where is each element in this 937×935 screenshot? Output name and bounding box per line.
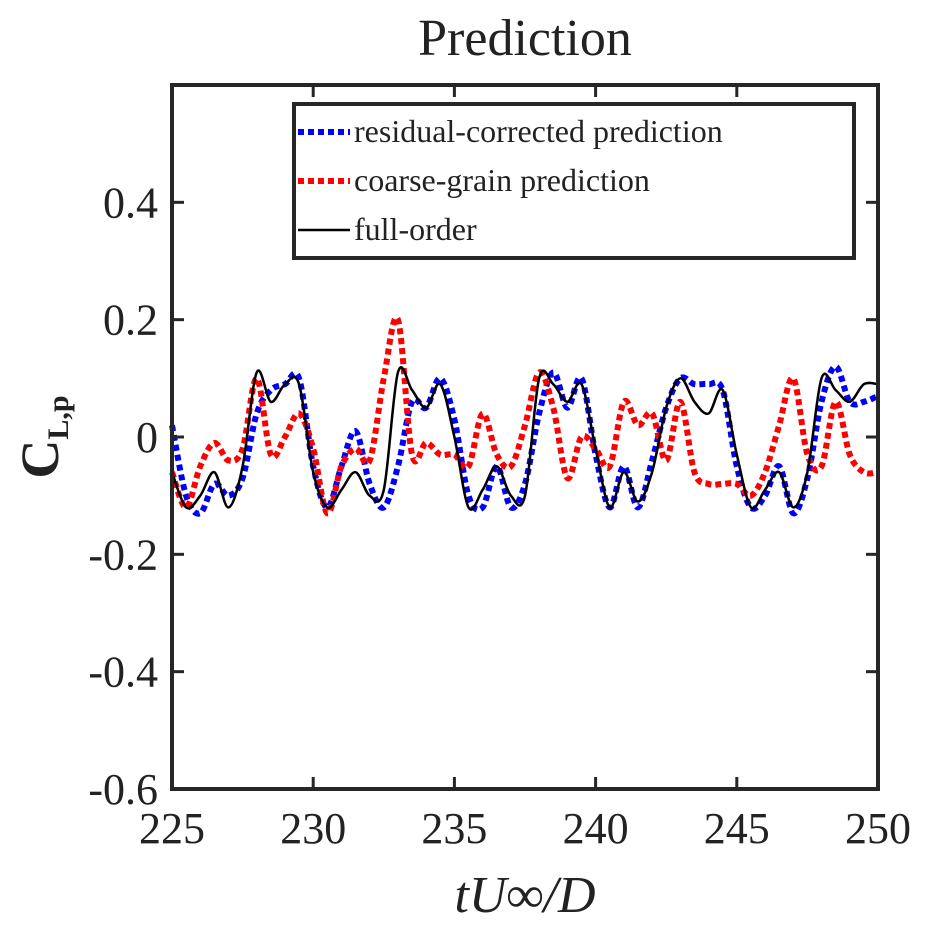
chart-title: Prediction [418, 10, 632, 67]
legend-box [292, 102, 856, 260]
series-layer [169, 314, 880, 517]
ticks-layer: 225 230 235 240 245 250 -0.6 -0.4 -0.2 0 0.2 0.4 [88, 85, 911, 853]
y-tick-label: -0.4 [88, 648, 158, 697]
legend-label-coarse: coarse-grain prediction [354, 162, 650, 198]
series-line-full-order [170, 366, 879, 511]
y-tick-label: 0.2 [103, 296, 158, 345]
x-tick-label: 225 [139, 804, 205, 853]
x-axis-label: tU∞/D [454, 867, 595, 924]
y-tick-label: 0 [136, 413, 158, 462]
x-tick-label: 250 [845, 804, 911, 853]
y-axis-label-main: C [10, 440, 70, 479]
y-axis-label-text: CL,p [10, 395, 75, 478]
series-line-coarse-grain [169, 314, 879, 517]
legend-label-residual: residual-corrected prediction [354, 113, 723, 149]
y-axis-label: CL,p [10, 395, 75, 478]
y-tick-label: -0.6 [88, 765, 158, 814]
y-axis-label-sub: L,p [42, 395, 75, 439]
x-tick-label: 245 [704, 804, 770, 853]
plot-frame [170, 83, 880, 791]
x-tick-label: 230 [280, 804, 346, 853]
x-tick-label: 235 [421, 804, 487, 853]
y-tick-label: 0.4 [103, 178, 158, 227]
x-tick-label: 240 [563, 804, 629, 853]
legend-label-full-order: full-order [354, 211, 477, 247]
legend: residual-corrected prediction coarse-gra… [292, 102, 856, 260]
y-tick-label: -0.2 [88, 530, 158, 579]
x-axis-label-text: tU∞/D [454, 867, 595, 924]
